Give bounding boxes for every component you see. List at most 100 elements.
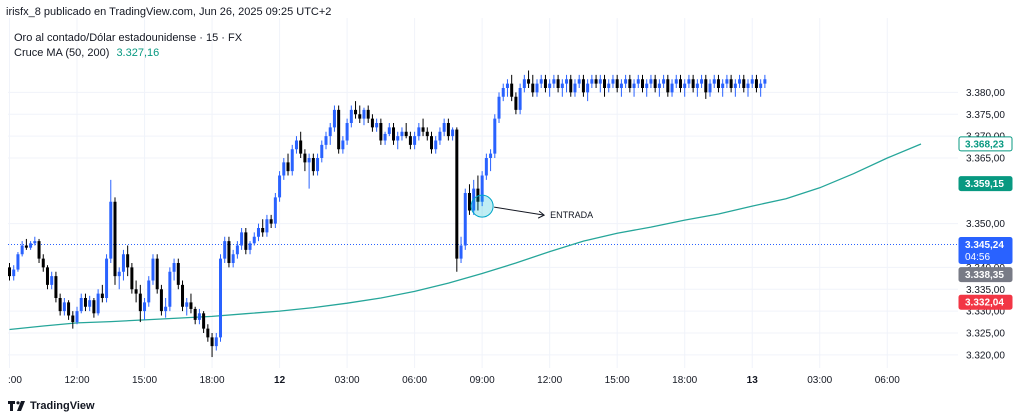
candle-body xyxy=(484,158,488,176)
x-tick-label: 06:00 xyxy=(402,375,427,386)
candle xyxy=(252,232,256,246)
candle xyxy=(223,236,227,263)
candle-body xyxy=(240,232,244,246)
candle-body xyxy=(514,96,518,110)
price-tag-box xyxy=(958,136,1013,152)
candle-body xyxy=(463,193,467,246)
x-tick-label: 15:00 xyxy=(605,375,630,386)
x-tick-label: 12:00 xyxy=(65,375,90,386)
candle-body xyxy=(210,337,214,347)
candle-body xyxy=(716,79,720,88)
candle-body xyxy=(273,197,277,224)
candle xyxy=(41,254,45,272)
candle xyxy=(531,74,535,97)
time-axis[interactable]: :00 12:00 15:00 18:00 12 03:00 06:00 09:00 12:00… xyxy=(8,375,900,386)
candle-body xyxy=(543,79,547,88)
candle-body xyxy=(754,79,758,88)
candle-body xyxy=(695,83,699,88)
candle-body xyxy=(328,127,332,137)
candle xyxy=(725,74,729,88)
candle xyxy=(421,118,425,137)
candle-body xyxy=(358,114,362,119)
symbol-title[interactable]: Oro al contado/Dólar estadounidense · 15… xyxy=(14,32,243,44)
candle-body xyxy=(611,79,615,84)
candle xyxy=(480,171,484,207)
candle xyxy=(442,118,446,137)
candle xyxy=(117,267,121,290)
candle xyxy=(729,74,733,93)
candle xyxy=(539,74,543,88)
candle xyxy=(286,153,290,176)
candle-body xyxy=(632,83,636,88)
candle-body xyxy=(71,315,75,323)
candle xyxy=(349,105,353,128)
candle xyxy=(303,149,307,172)
x-tick-label: 09:00 xyxy=(470,375,495,386)
candle xyxy=(155,254,159,294)
candle-body xyxy=(531,83,535,93)
candle xyxy=(505,79,509,97)
candle-body xyxy=(721,83,725,88)
candle-body xyxy=(75,311,79,323)
candle-body xyxy=(83,298,87,307)
indicator-row[interactable]: Cruce MA (50, 200) 3.327,16 xyxy=(14,46,242,61)
candle xyxy=(366,105,370,123)
candle-body xyxy=(539,79,543,84)
candle xyxy=(345,118,349,145)
candle xyxy=(548,79,552,97)
candle-body xyxy=(510,83,514,97)
candle xyxy=(535,79,539,97)
candle-body xyxy=(244,232,248,250)
candle xyxy=(700,74,704,88)
candle-body xyxy=(392,127,396,141)
candle xyxy=(45,265,49,290)
candle xyxy=(434,136,438,154)
candle-body xyxy=(413,136,417,145)
candle xyxy=(240,228,244,250)
candle-body xyxy=(480,175,484,202)
candle-body xyxy=(573,83,577,93)
entry-label: ENTRADA xyxy=(550,210,593,220)
candle xyxy=(712,74,716,88)
candle xyxy=(657,79,661,97)
candle-body xyxy=(704,79,708,93)
candle xyxy=(678,74,682,93)
price-tag-box xyxy=(958,176,1013,192)
price-tag-box xyxy=(958,294,1013,310)
ma-line xyxy=(9,143,922,331)
candle xyxy=(214,333,218,351)
y-tick-label: 3.335,00 xyxy=(966,285,1005,296)
candle-body xyxy=(493,118,497,154)
x-tick-label: :00 xyxy=(8,375,22,386)
candle-body xyxy=(645,83,649,88)
candle xyxy=(375,118,379,132)
candle xyxy=(176,258,180,290)
candle xyxy=(379,118,383,145)
entrada-annotation: ENTRADA xyxy=(470,194,593,220)
candle-body xyxy=(324,136,328,145)
candle-body xyxy=(594,79,598,84)
candle-body xyxy=(362,109,366,119)
price-axis[interactable]: 3.380,003.375,003.370,003.365,003.350,00… xyxy=(966,88,1005,362)
candle-body xyxy=(387,127,391,134)
candle-body xyxy=(569,79,573,93)
candle xyxy=(581,74,585,97)
candle-body xyxy=(155,258,159,290)
x-tick-label: 12 xyxy=(274,375,286,386)
candle xyxy=(413,131,417,150)
footer-branding[interactable]: TradingView xyxy=(8,400,95,412)
candle xyxy=(619,79,623,97)
candle-body xyxy=(256,228,260,237)
candle-body xyxy=(138,293,142,312)
candle-body xyxy=(467,193,471,211)
candle xyxy=(71,311,75,329)
candle xyxy=(328,123,332,145)
candle xyxy=(307,153,311,189)
candle-body xyxy=(535,83,539,93)
candle-body xyxy=(12,269,16,277)
candle xyxy=(332,105,336,132)
candle-body xyxy=(176,263,180,285)
candle-body xyxy=(113,201,117,277)
candle xyxy=(573,79,577,97)
